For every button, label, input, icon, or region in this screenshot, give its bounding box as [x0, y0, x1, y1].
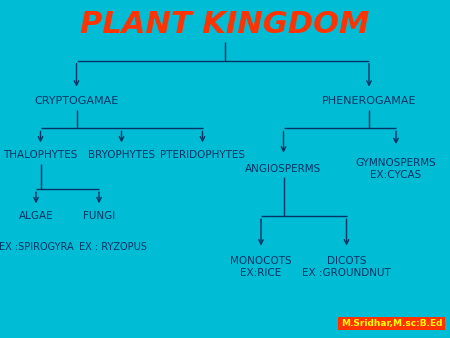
- Text: GYMNOSPERMS
EX:CYCAS: GYMNOSPERMS EX:CYCAS: [356, 158, 436, 180]
- Text: PTERIDOPHYTES: PTERIDOPHYTES: [160, 150, 245, 161]
- Text: THALOPHYTES: THALOPHYTES: [3, 150, 78, 161]
- Text: FUNGI: FUNGI: [83, 211, 115, 221]
- Text: ALGAE: ALGAE: [19, 211, 53, 221]
- Text: PHENEROGAMAE: PHENEROGAMAE: [322, 96, 416, 106]
- Text: MONOCOTS
EX:RICE: MONOCOTS EX:RICE: [230, 256, 292, 278]
- Text: CRYPTOGAMAE: CRYPTOGAMAE: [34, 96, 119, 106]
- Text: ANGIOSPERMS: ANGIOSPERMS: [245, 164, 322, 174]
- Text: EX :SPIROGYRA: EX :SPIROGYRA: [0, 242, 73, 252]
- Text: PLANT KINGDOM: PLANT KINGDOM: [80, 10, 370, 39]
- Text: BRYOPHYTES: BRYOPHYTES: [88, 150, 155, 161]
- Text: DICOTS
EX :GROUNDNUT: DICOTS EX :GROUNDNUT: [302, 256, 391, 278]
- Text: M.Sridhar,M.sc:B.Ed: M.Sridhar,M.sc:B.Ed: [341, 319, 442, 328]
- Text: EX : RYZOPUS: EX : RYZOPUS: [79, 242, 146, 252]
